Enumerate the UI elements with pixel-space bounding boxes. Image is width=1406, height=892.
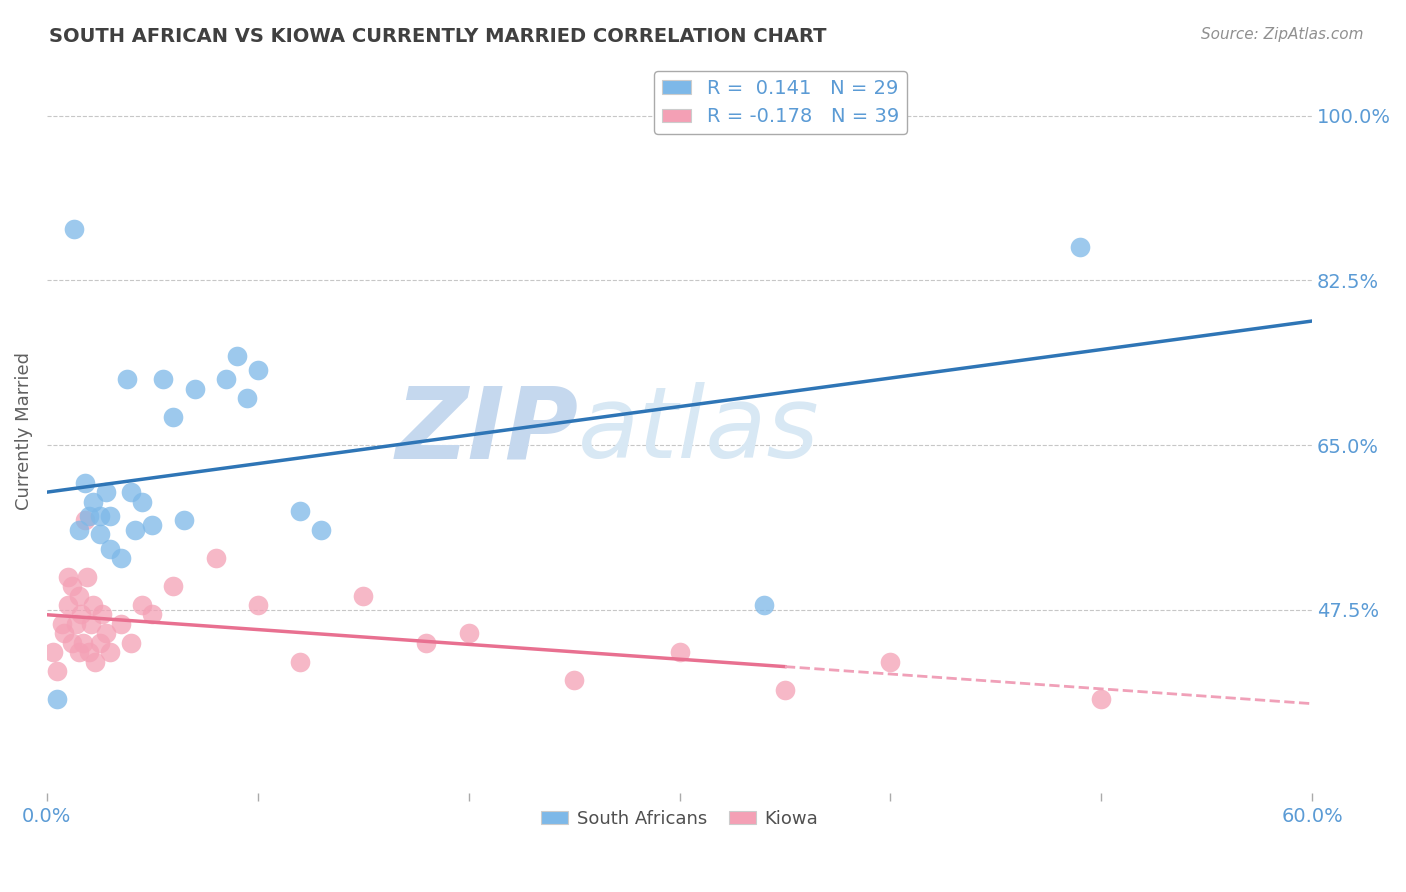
Point [120, 485, 142, 500]
Point [98, 645, 121, 659]
Point [94, 626, 117, 640]
Text: SOUTH AFRICAN VS KIOWA CURRENTLY MARRIED CORRELATION CHART: SOUTH AFRICAN VS KIOWA CURRENTLY MARRIED… [49, 27, 827, 45]
Point [56, 598, 79, 612]
Point [42, 645, 65, 659]
Point [457, 626, 479, 640]
Text: atlas: atlas [578, 383, 820, 479]
Point [82, 494, 104, 508]
Point [89, 636, 111, 650]
Point [84, 655, 107, 669]
Point [1069, 240, 1091, 254]
Point [773, 682, 796, 697]
Point [215, 372, 238, 386]
Point [415, 636, 437, 650]
Point [131, 494, 153, 508]
Point [288, 504, 311, 518]
Point [236, 391, 259, 405]
Point [77, 645, 100, 659]
Point [51, 616, 73, 631]
Point [94, 485, 117, 500]
Point [67, 523, 90, 537]
Point [69, 607, 91, 622]
Legend: South Africans, Kiowa: South Africans, Kiowa [533, 803, 825, 835]
Point [60, 636, 83, 650]
Point [879, 655, 901, 669]
Point [141, 607, 163, 622]
Point [152, 372, 174, 386]
Point [288, 655, 311, 669]
Point [89, 527, 111, 541]
Point [1090, 692, 1112, 706]
Text: ZIP: ZIP [395, 383, 578, 479]
Point [752, 598, 775, 612]
Point [115, 372, 138, 386]
Point [183, 382, 205, 396]
Point [46, 664, 69, 678]
Point [76, 570, 98, 584]
Point [77, 508, 100, 523]
Point [56, 570, 79, 584]
Point [352, 589, 374, 603]
Point [162, 579, 184, 593]
Point [173, 513, 195, 527]
Point [90, 607, 112, 622]
Point [65, 616, 87, 631]
Point [67, 645, 90, 659]
Point [668, 645, 690, 659]
Point [246, 363, 269, 377]
Point [309, 523, 332, 537]
Point [73, 513, 96, 527]
Y-axis label: Currently Married: Currently Married [15, 352, 32, 510]
Point [89, 508, 111, 523]
Point [110, 616, 132, 631]
Point [98, 508, 121, 523]
Text: Source: ZipAtlas.com: Source: ZipAtlas.com [1201, 27, 1364, 42]
Point [131, 598, 153, 612]
Point [98, 541, 121, 556]
Point [60, 579, 83, 593]
Point [204, 551, 226, 566]
Point [67, 589, 90, 603]
Point [124, 523, 146, 537]
Point [72, 636, 94, 650]
Point [80, 616, 103, 631]
Point [52, 626, 75, 640]
Point [225, 349, 247, 363]
Point [110, 551, 132, 566]
Point [120, 636, 142, 650]
Point [562, 673, 585, 688]
Point [63, 221, 86, 235]
Point [162, 409, 184, 424]
Point [141, 518, 163, 533]
Point [246, 598, 269, 612]
Point [46, 692, 69, 706]
Point [82, 598, 104, 612]
Point [73, 475, 96, 490]
